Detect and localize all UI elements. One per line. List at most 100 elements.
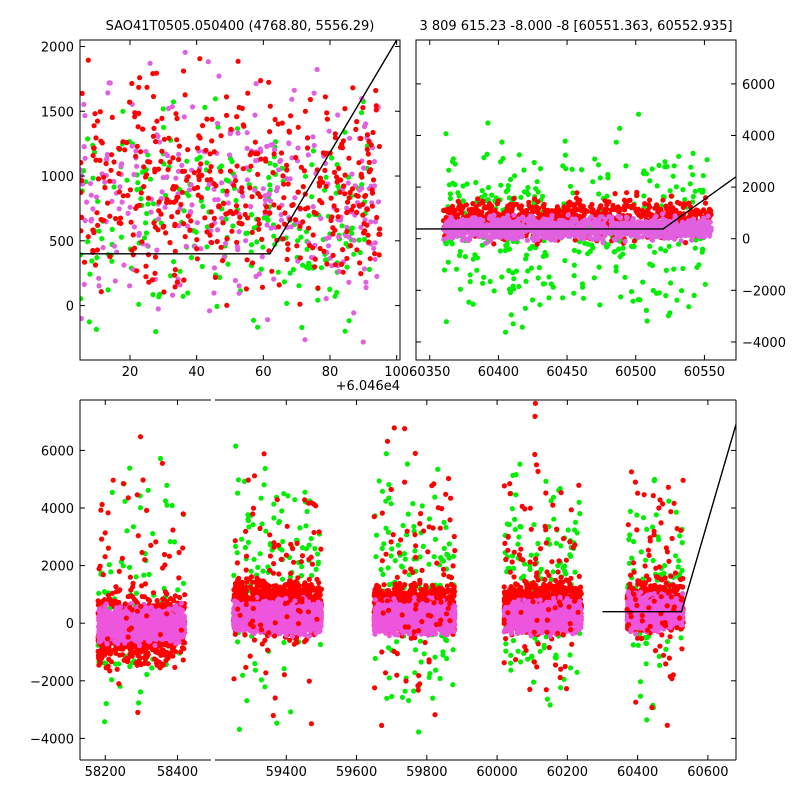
- data-point: [355, 193, 361, 199]
- data-point: [280, 173, 286, 179]
- x-tick-label: 100: [384, 365, 409, 380]
- data-point: [541, 281, 548, 287]
- data-point: [244, 130, 250, 136]
- data-point: [288, 709, 294, 715]
- data-point: [597, 175, 603, 181]
- data-point: [696, 262, 702, 268]
- data-point: [544, 696, 551, 702]
- data-point: [536, 265, 543, 271]
- data-point: [385, 565, 391, 571]
- data-point: [522, 561, 528, 567]
- data-points: [80, 49, 383, 345]
- data-point: [366, 169, 372, 175]
- data-point: [373, 103, 379, 109]
- data-point: [406, 697, 412, 704]
- data-point: [296, 283, 302, 289]
- data-point: [445, 259, 451, 265]
- data-point: [602, 233, 608, 239]
- data-point: [364, 146, 370, 152]
- data-point: [285, 241, 291, 247]
- data-point: [552, 655, 558, 661]
- data-point: [542, 211, 548, 217]
- data-point: [85, 57, 91, 63]
- data-point: [97, 109, 103, 115]
- data-point: [650, 219, 656, 225]
- data-point: [420, 543, 426, 550]
- data-point: [454, 221, 460, 227]
- data-point: [442, 207, 448, 214]
- data-point: [379, 488, 386, 494]
- data-point: [538, 219, 544, 225]
- data-point: [365, 232, 371, 238]
- data-point: [410, 501, 416, 507]
- data-point: [354, 247, 360, 253]
- data-point: [96, 662, 102, 668]
- data-point: [187, 227, 193, 233]
- data-point: [156, 199, 162, 205]
- data-point: [615, 204, 621, 210]
- data-point: [631, 243, 637, 250]
- data-point: [331, 169, 338, 175]
- data-point: [207, 168, 213, 174]
- data-point: [138, 190, 144, 196]
- data-point: [332, 135, 338, 141]
- data-point: [88, 192, 94, 198]
- data-point: [219, 215, 225, 221]
- data-point: [249, 229, 255, 235]
- data-point: [552, 220, 558, 226]
- data-point: [132, 114, 138, 120]
- data-point: [469, 232, 476, 238]
- data-point: [405, 511, 411, 517]
- data-point: [93, 135, 99, 141]
- data-point: [510, 202, 516, 208]
- data-point: [682, 240, 689, 246]
- data-point: [419, 503, 425, 509]
- data-point: [530, 209, 536, 215]
- data-point: [224, 302, 230, 308]
- data-point: [223, 94, 230, 100]
- data-point: [700, 189, 706, 195]
- data-point: [118, 646, 124, 652]
- data-point: [644, 717, 650, 723]
- data-point: [554, 230, 560, 236]
- data-point: [697, 226, 703, 232]
- data-point: [173, 111, 179, 117]
- data-point: [209, 222, 215, 229]
- data-point: [325, 243, 332, 249]
- data-point: [375, 199, 382, 205]
- data-point: [168, 652, 174, 659]
- data-point: [323, 174, 329, 180]
- data-point: [613, 264, 619, 270]
- data-point: [630, 642, 636, 648]
- data-point: [298, 573, 305, 579]
- data-point: [180, 68, 187, 74]
- data-point: [228, 126, 234, 132]
- data-point: [315, 297, 321, 303]
- data-point: [361, 124, 368, 130]
- data-point: [350, 85, 356, 91]
- data-point: [241, 123, 247, 129]
- data-point: [181, 168, 188, 174]
- data-point: [489, 192, 495, 198]
- data-point: [244, 230, 250, 236]
- data-point: [457, 248, 463, 255]
- data-point: [120, 139, 126, 145]
- y-tick-label: 0: [742, 233, 750, 248]
- data-point: [249, 194, 255, 200]
- data-point: [112, 278, 118, 284]
- data-point: [686, 232, 692, 238]
- data-point: [297, 301, 303, 307]
- data-point: [119, 199, 125, 205]
- data-point: [267, 210, 273, 216]
- data-point: [218, 133, 224, 139]
- data-point: [620, 245, 626, 251]
- y-tick-label: −4000: [742, 336, 786, 351]
- data-point: [592, 156, 598, 162]
- data-point: [608, 207, 614, 213]
- data-point: [310, 134, 316, 140]
- data-point: [317, 197, 323, 204]
- data-point: [317, 245, 323, 252]
- data-point: [282, 210, 288, 216]
- data-point: [347, 243, 354, 249]
- data-point: [208, 209, 214, 215]
